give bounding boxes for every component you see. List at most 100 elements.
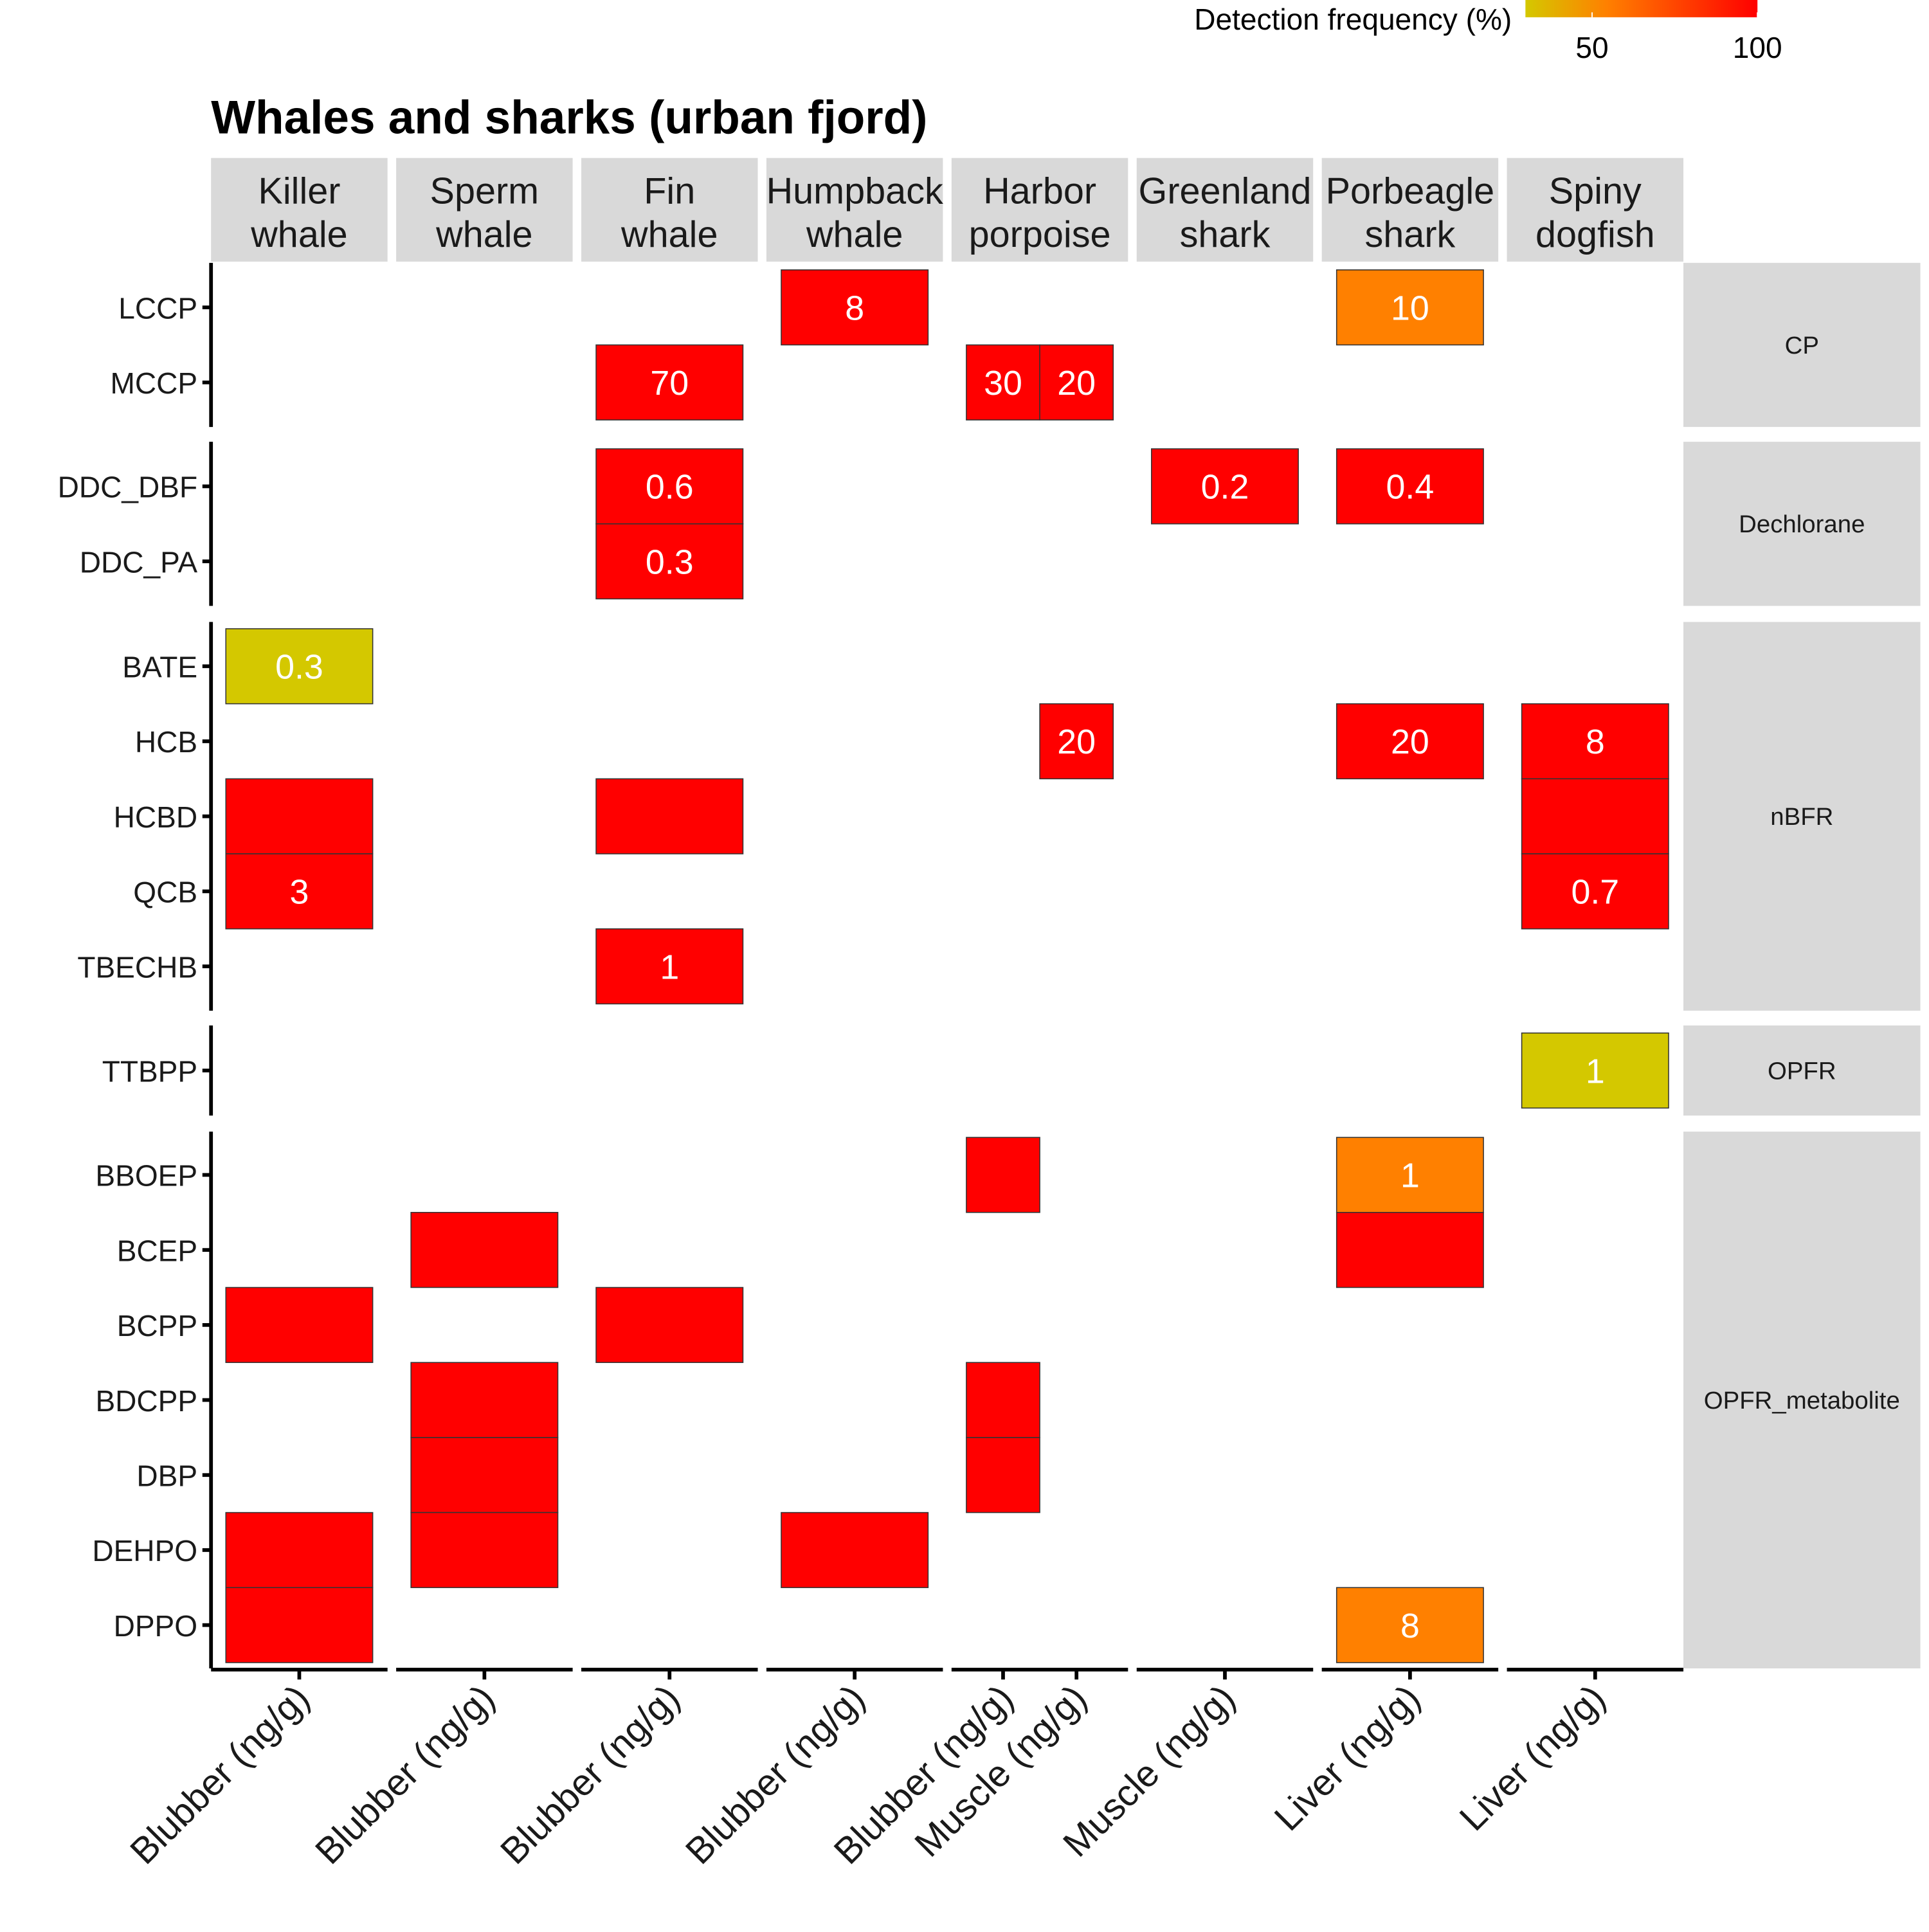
group-strip-label: OPFR [1768,1058,1836,1085]
facet-strip-label-line: Porbeagle [1326,171,1495,212]
tile-label: 20 [1057,364,1096,402]
x-axis-label: Liver (ng/g) [1267,1677,1428,1839]
facet-strip-label-line: whale [250,214,347,255]
heatmap-tile [1039,703,1114,780]
x-axis-label: Blubber (ng/g) [307,1677,502,1872]
heatmap-tile [966,1137,1040,1213]
y-axis-label: HCB [135,725,197,759]
tile-label: 70 [650,364,689,402]
heatmap-tile [1521,1032,1669,1109]
heatmap-tile [595,344,744,420]
tile-label: 10 [1391,289,1429,327]
tile-label: 0.3 [646,543,694,581]
tile-label: 30 [984,364,1022,402]
tile-label: 8 [845,289,864,327]
facet-strip-label: Sperm whale [430,171,539,255]
facet-strip [211,158,388,262]
heatmap-tile [1336,269,1484,346]
y-axis-label: MCCP [111,366,198,400]
tile-label: 1 [1400,1157,1420,1195]
heatmap-tile [410,1437,559,1513]
facet-strip-label: Fin whale [620,171,718,255]
heatmap-tile [1151,448,1299,525]
heatmap-tile [225,853,374,930]
group-strip-label: nBFR [1770,803,1833,831]
heatmap-tile [781,269,929,346]
heatmap-tile [966,344,1040,420]
facet-strip-label-line: shark [1364,214,1455,255]
tile-label: 8 [1586,723,1605,761]
facet-strip-label: Harbor porpoise [969,171,1111,255]
heatmap-tile [410,1362,559,1438]
facet-strip [396,158,573,262]
heatmap-tile [595,928,744,1005]
facet-strip-label-line: porpoise [969,214,1111,255]
tile-label: 3 [290,873,309,912]
y-axis-label: HCBD [114,800,197,834]
facet-strip-label-line: Fin [644,171,695,212]
tile-label: 8 [1400,1607,1420,1645]
y-axis-label: DEHPO [92,1534,197,1567]
facet-strip-label-line: Killer [258,171,340,212]
tile-label: 0.7 [1571,873,1619,912]
y-axis-label: BCPP [117,1309,197,1342]
group-strip [1683,442,1921,606]
group-strip-label: OPFR_metabolite [1704,1387,1900,1414]
heatmap-tile [595,448,744,525]
group-strip-label: Dechlorane [1739,510,1865,538]
tile-label: 1 [1586,1052,1605,1090]
heatmap-tile [410,1512,559,1589]
tile-label: 0.4 [1386,468,1435,507]
group-strip [1683,622,1921,1011]
heatmap-tile [410,1212,559,1288]
heatmap-tile [1336,703,1484,780]
heatmap-tile [1336,1137,1484,1213]
y-axis-label: QCB [133,876,197,909]
legend-title: Detection frequency (%) [1194,3,1512,36]
facet-strip-label-line: shark [1180,214,1271,255]
y-axis-label: BDCPP [95,1384,197,1418]
heatmap-tile [966,1362,1040,1438]
facet-strip [1136,158,1314,262]
facet-strip [581,158,758,262]
group-strip [1683,1132,1921,1669]
heatmap-tile [1336,448,1484,525]
heatmap-tile [595,778,744,854]
heatmap-tile [595,1286,744,1363]
facet-strip [951,158,1128,262]
heatmap-tile [1336,1212,1484,1288]
legend-tick-label: 50 [1575,31,1608,64]
facet-strip-label-line: dogfish [1535,214,1655,255]
heatmap-tile [1521,853,1669,930]
y-axis-label: BBOEP [95,1159,197,1193]
legend: Detection frequency (%) 50 100 [1194,0,1782,64]
legend-colorbar [1525,0,1758,17]
heatmap-tile [781,1512,929,1589]
group-strip-label: CP [1785,332,1819,359]
x-axis-label: Blubber (ng/g) [123,1677,318,1872]
tile-label: 1 [660,948,679,986]
facet-strip [1321,158,1499,262]
y-axis-label: BATE [122,651,197,684]
facet-strip-label-line: whale [806,214,903,255]
facet-strip-label-line: whale [435,214,532,255]
x-axis-label: Liver (ng/g) [1452,1677,1613,1839]
y-axis-label: DBP [136,1459,197,1493]
facet-strip-label: Killer whale [250,171,347,255]
y-axis-label: LCCP [118,291,197,325]
tile-label: 0.3 [275,647,323,686]
tile-label: 0.6 [646,468,694,507]
facet-strip-label: Greenland shark [1139,171,1312,255]
facet-strip-label-line: whale [620,214,718,255]
heatmap-tile [1521,703,1669,780]
facet-strip [766,158,943,262]
heatmap-tile [1336,1587,1484,1663]
y-axis-label: TTBPP [102,1054,197,1088]
heatmap-tile [1039,344,1114,420]
y-axis-label: DDC_PA [80,545,198,579]
heatmap-tile [225,778,374,854]
facet-strip-label: Porbeagle shark [1326,171,1495,255]
